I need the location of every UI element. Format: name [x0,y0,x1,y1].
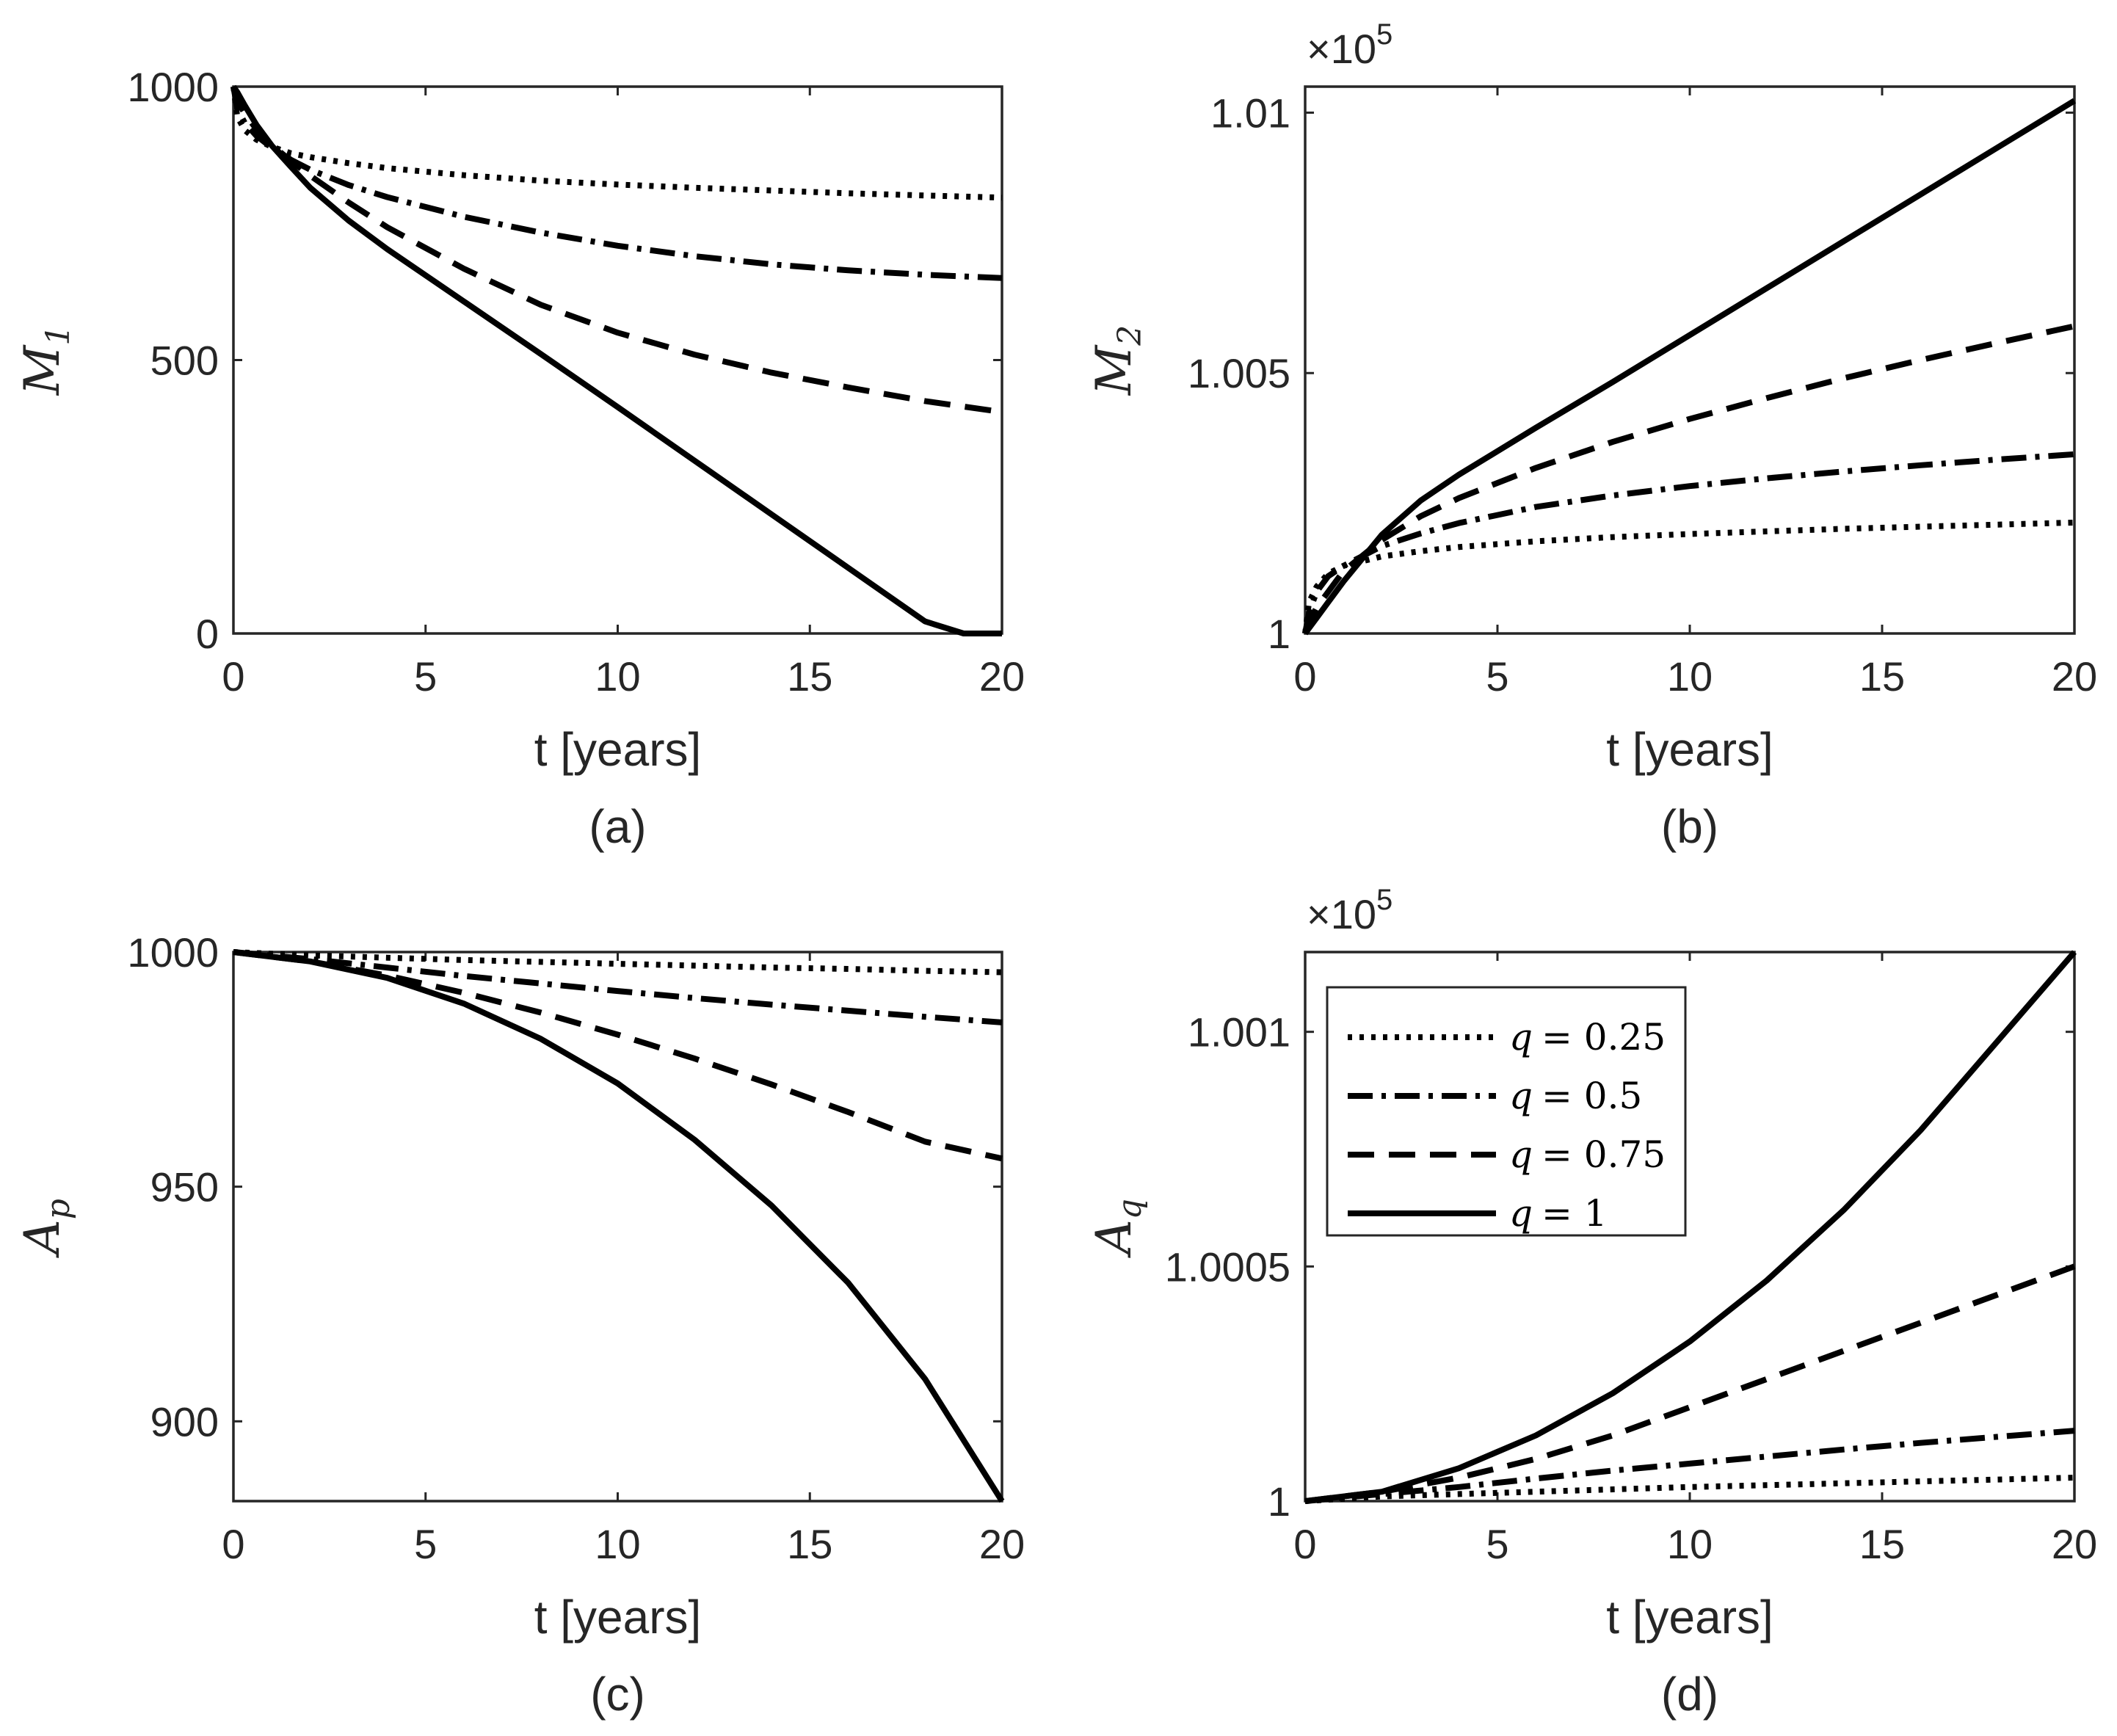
y-tick-label: 900 [150,1398,219,1445]
series-line-q-0-5 [1304,1428,2075,1504]
series-line-q-1 [233,949,1005,1503]
y-tick-label: 1 [1268,1478,1290,1525]
series-line-q-0-5 [1302,451,2075,634]
y-axis-title-sub: 1 [40,325,77,346]
x-tick-label: 15 [787,1521,832,1567]
series-line-q-0-25 [1302,519,2075,634]
y-tick-label: 1.0005 [1165,1243,1290,1290]
x-tick-label: 15 [1859,1521,1905,1567]
x-axis-title: t [years] [1606,723,1773,776]
x-axis-title: t [years] [534,723,702,776]
panel-caption: (b) [1661,800,1718,853]
series-line-q-1 [1302,98,2077,636]
y-tick-label: 0 [196,611,219,657]
x-tick-label: 10 [1667,653,1713,700]
x-axis-title: t [years] [534,1591,702,1644]
y-axis-title-sub: 2 [1111,325,1149,346]
legend-var: q [1509,1075,1533,1117]
y-axis-title: Aq [1086,1199,1149,1259]
x-tick-label: 15 [787,653,832,700]
y-axis-title-main: M [1086,344,1142,396]
x-tick-label: 5 [414,653,437,700]
y-axis-title-main: M [14,344,70,396]
series-line-q-0-5 [233,949,1003,1025]
plot-area-c [232,951,1003,1503]
y-axis-title: M2 [1086,325,1149,396]
y-axis-title: Ap [14,1199,77,1259]
x-tick-label: 10 [595,653,640,700]
x-tick-label: 20 [2052,1521,2097,1567]
y-axis-title-sub: q [1111,1199,1149,1219]
y-axis-title-main: A [1086,1219,1142,1259]
legend-value: = 0.5 [1542,1075,1642,1117]
scale-base: ×10 [1307,26,1376,72]
y-axis-title-sub: p [40,1199,77,1219]
legend-value: = 0.75 [1542,1133,1666,1176]
series-line-q-0-5 [230,86,1003,281]
x-tick-label: 0 [222,1521,244,1567]
y-tick-label: 1 [1268,611,1290,657]
axis-scale-factor: ×105 [1307,884,1392,937]
x-tick-label: 20 [979,653,1025,700]
x-tick-label: 0 [222,653,244,700]
series-line-q-0-75 [1304,1263,2076,1504]
legend-box [1326,986,1687,1237]
legend-label: q = 0.25 [1509,1016,1666,1058]
legend-label: q = 1 [1509,1192,1608,1235]
legend: q = 0.25q = 0.5q = 0.75q = 1 [1326,986,1687,1237]
x-tick-label: 5 [1486,653,1508,700]
scale-exponent: 5 [1376,884,1392,916]
scale-base: ×10 [1307,891,1376,937]
x-tick-label: 5 [414,1521,437,1567]
series-line-q-1 [230,84,1002,636]
panel-caption: (c) [590,1668,645,1721]
panel-caption: (d) [1661,1668,1718,1721]
x-axis-title: t [years] [1606,1591,1773,1644]
y-axis-title-main: A [14,1219,70,1259]
panel-caption: (a) [589,800,646,853]
x-tick-label: 0 [1293,653,1316,700]
axis-scale-factor: ×105 [1307,18,1392,72]
legend-var: q [1509,1192,1533,1235]
series-line-q-1 [1304,950,2077,1504]
plot-area-a [232,85,1003,635]
series-line-q-0-75 [1302,323,2075,635]
y-tick-label: 1000 [127,929,219,976]
legend-label: q = 0.75 [1509,1133,1666,1176]
y-tick-label: 500 [150,338,219,384]
y-tick-label: 1.001 [1188,1009,1290,1056]
x-tick-label: 10 [1667,1521,1713,1567]
y-tick-label: 1.005 [1188,350,1290,396]
y-tick-label: 950 [150,1164,219,1210]
x-tick-label: 0 [1293,1521,1316,1567]
legend-var: q [1509,1016,1533,1058]
x-tick-label: 5 [1486,1521,1508,1567]
legend-var: q [1509,1133,1533,1176]
x-tick-label: 15 [1859,653,1905,700]
panel-c: 0 5 10 15 20 900 950 1000 t [years] (c) Ap [14,929,1025,1721]
legend-value: = 0.25 [1542,1016,1666,1058]
x-tick-label: 10 [595,1521,640,1567]
y-axis-title: M1 [14,325,77,396]
legend-label: q = 0.5 [1509,1075,1642,1117]
scale-exponent: 5 [1376,18,1392,51]
y-tick-label: 1000 [127,64,219,110]
x-tick-label: 20 [979,1521,1025,1567]
y-tick-label: 1.01 [1210,90,1290,136]
x-tick-label: 20 [2052,653,2097,700]
panel-a: 0 5 10 15 20 0 500 1000 t [years] (a) M1 [14,64,1025,853]
legend-value: = 1 [1542,1192,1608,1235]
